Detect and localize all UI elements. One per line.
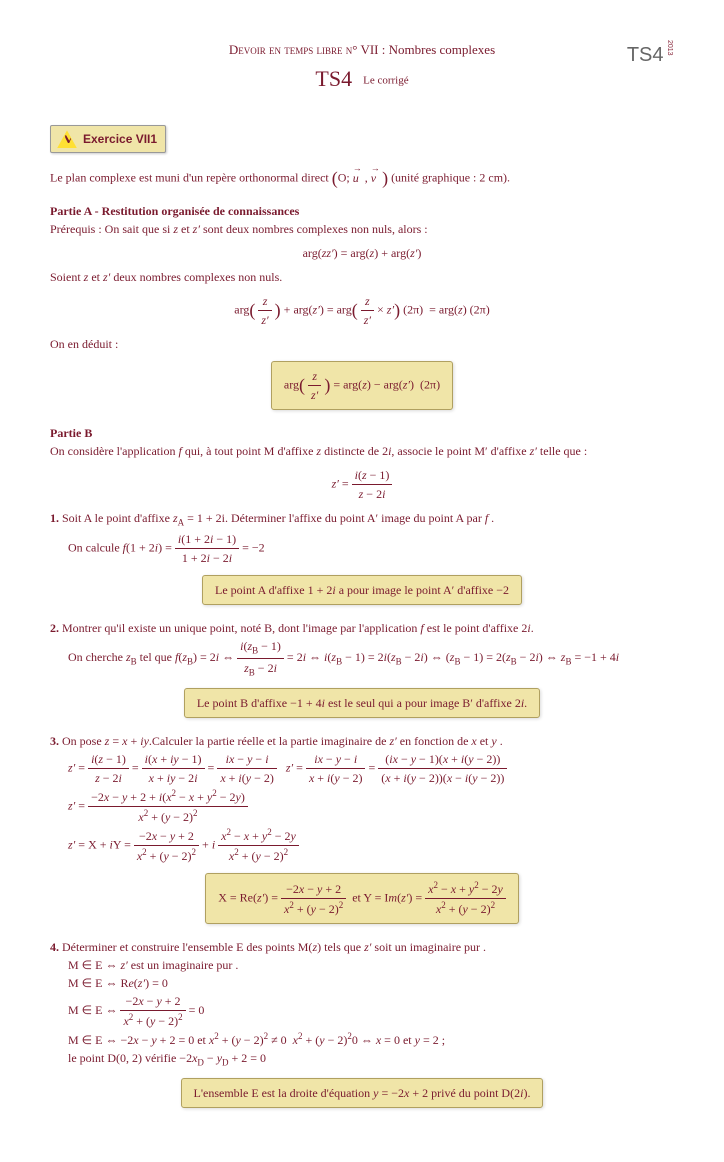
question-1: 1. Soit A le point d'affixe zA = 1 + 2i.… <box>50 509 674 605</box>
warning-icon <box>57 130 77 148</box>
eq-arg-product: arg(zz′) = arg(z) + arg(z′) <box>50 244 674 262</box>
answer-q4: L'ensemble E est la droite d'équation y … <box>181 1078 544 1108</box>
header-main: TS4 <box>315 66 352 91</box>
q3-calc-line3: z′ = X + iY = −2x − y + 2x2 + (y − 2)2 +… <box>50 826 674 865</box>
q3-calc-line2: z′ = −2x − y + 2 + i(x2 − x + y2 − 2y)x2… <box>50 787 674 826</box>
answer-q3: X = Re(z′) = −2x − y + 2x2 + (y − 2)2 et… <box>205 873 519 924</box>
q4-l4: M ∈ E ⇔ −2x − y + 2 = 0 et x2 + (y − 2)2… <box>50 1030 674 1049</box>
exercise-label: Exercice VII1 <box>83 132 157 146</box>
soient: Soient z et z′ deux nombres complexes no… <box>50 268 674 286</box>
partie-b-title: Partie B <box>50 424 674 442</box>
logo-year: 2013 <box>664 40 675 56</box>
deduit: On en déduit : <box>50 335 674 353</box>
question-2: 2. Montrer qu'il existe un unique point,… <box>50 619 674 718</box>
logo-text: TS4 <box>627 44 664 66</box>
header-line1: Devoir en temps libre n° VII : Nombres c… <box>50 40 674 60</box>
answer-q1: Le point A d'affixe 1 + 2i a pour image … <box>202 575 522 605</box>
q4-l1: M ∈ E ⇔ z′ est un imaginaire pur . <box>50 956 674 974</box>
question-list: 1. Soit A le point d'affixe zA = 1 + 2i.… <box>50 509 674 1108</box>
answer-q2: Le point B d'affixe −1 + 4i est le seul … <box>184 688 540 718</box>
q4-l3: M ∈ E ⇔ −2x − y + 2x2 + (y − 2)2 = 0 <box>50 992 674 1030</box>
logo: TS42013 <box>627 40 674 70</box>
q1-calc: On calcule f(1 + 2i) = i(1 + 2i − 1)1 + … <box>50 530 674 567</box>
header-title: Nombres complexes <box>389 42 496 57</box>
question-4: 4. Déterminer et construire l'ensemble E… <box>50 938 674 1108</box>
exercise-badge: Exercice VII1 <box>50 125 166 154</box>
header-line2: TS4 Le corrigé <box>50 62 674 95</box>
document-header: TS42013 Devoir en temps libre n° VII : N… <box>50 40 674 95</box>
eq-arg-quotient-derive: arg( zz′ ) + arg(z′) = arg( zz′ × z′) (2… <box>50 292 674 329</box>
q3-calc-line1: z′ = i(z − 1)z − 2i = i(x + iy − 1)x + i… <box>50 750 674 787</box>
partie-b-intro: On considère l'application f qui, à tout… <box>50 442 674 460</box>
header-num: VII : <box>360 42 385 57</box>
eq-zprime-def: z′ = i(z − 1)z − 2i <box>50 466 674 503</box>
q2-calc: On cherche zB tel que f(zB) = 2i ⇔ i(zB … <box>50 637 674 680</box>
prereq: Prérequis : On sait que si z et z′ sont … <box>50 220 674 238</box>
partie-a-title: Partie A - Restitution organisée de conn… <box>50 202 674 220</box>
header-sub: Le corrigé <box>363 74 409 86</box>
q4-l5: le point D(0, 2) vérifie −2xD − yD + 2 =… <box>50 1049 674 1070</box>
header-pre: Devoir en temps libre n° <box>229 42 358 57</box>
question-3: 3. On pose z = x + iy.Calculer la partie… <box>50 732 674 924</box>
q4-l2: M ∈ E ⇔ Re(z′) = 0 <box>50 974 674 992</box>
answer-box-arg: arg( zz′ ) = arg(z) − arg(z′) (2π) <box>271 361 453 410</box>
intro-text: Le plan complexe est muni d'un repère or… <box>50 165 674 192</box>
